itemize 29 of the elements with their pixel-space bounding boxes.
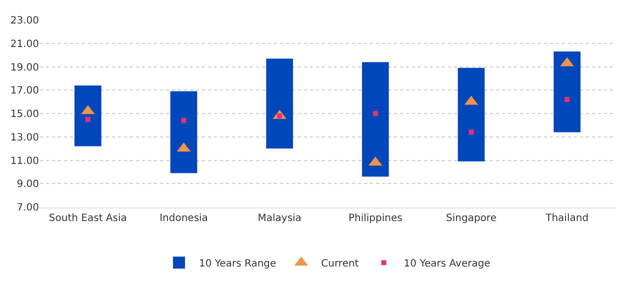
- x-tick-label: Singapore: [446, 213, 496, 224]
- point: [564, 96, 570, 102]
- legend-label: 10 Years Average: [404, 258, 490, 270]
- x-tick-label: Thailand: [544, 213, 589, 224]
- y-tick-label: 13.00: [10, 132, 39, 144]
- y-tick-label: 19.00: [10, 62, 39, 74]
- y-tick-label: 7.00: [16, 202, 39, 214]
- y-tick-label: 21.00: [10, 38, 39, 50]
- y-tick-label: 9.00: [16, 179, 39, 190]
- x-tick-label: South East Asia: [48, 213, 127, 224]
- legend-label: Current: [321, 258, 359, 270]
- bar: [458, 68, 485, 162]
- x-tick-label: Philippines: [348, 213, 402, 224]
- x-tick-label: Indonesia: [160, 213, 208, 224]
- y-tick-label: 15.00: [10, 109, 39, 120]
- x-tick-label: Malaysia: [258, 213, 302, 224]
- bar: [362, 62, 389, 177]
- y-tick-label: 11.00: [10, 156, 39, 167]
- y-tick-label: 17.00: [10, 86, 39, 97]
- bar: [554, 52, 580, 132]
- bar: [170, 91, 198, 174]
- point: [372, 111, 378, 116]
- y-tick-label: 23.00: [10, 16, 39, 26]
- point: [85, 116, 90, 122]
- legend-label: 10 Years Range: [199, 258, 276, 270]
- bar: [74, 85, 102, 146]
- bar: [266, 58, 293, 149]
- point: [181, 118, 186, 124]
- point: [468, 130, 474, 135]
